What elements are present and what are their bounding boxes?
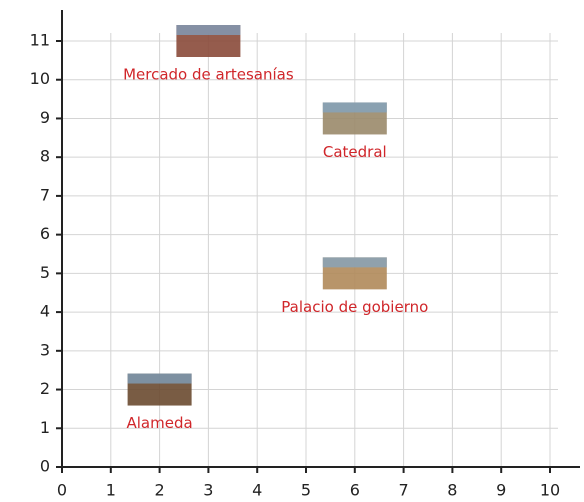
x-tick-label: 0 xyxy=(57,481,67,500)
y-tick-label: 10 xyxy=(30,69,50,88)
y-tick-label: 9 xyxy=(40,108,50,127)
y-tick-label: 3 xyxy=(40,340,50,359)
point-label: Palacio de gobierno xyxy=(281,298,428,316)
y-tick-label: 4 xyxy=(40,302,50,321)
y-tick-label: 0 xyxy=(40,457,50,476)
point-label: Mercado de artesanías xyxy=(123,66,294,84)
x-tick-label: 1 xyxy=(106,481,116,500)
y-tick-label: 6 xyxy=(40,224,50,243)
x-tick-label: 5 xyxy=(301,481,311,500)
x-tick-label: 7 xyxy=(399,481,409,500)
x-tick-label: 8 xyxy=(447,481,457,500)
y-tick-label: 5 xyxy=(40,263,50,282)
photo-sky xyxy=(176,25,241,35)
photo-sky xyxy=(322,257,387,268)
x-tick-label: 4 xyxy=(252,481,262,500)
x-tick-label: 9 xyxy=(496,481,506,500)
x-tick-label: 10 xyxy=(540,481,560,500)
x-tick-label: 2 xyxy=(155,481,165,500)
point-label: Catedral xyxy=(323,143,387,161)
y-tick-label: 11 xyxy=(30,31,50,50)
y-tick-label: 1 xyxy=(40,418,50,437)
x-tick-label: 3 xyxy=(203,481,213,500)
x-tick-label: 6 xyxy=(350,481,360,500)
y-tick-label: 8 xyxy=(40,147,50,166)
photo-sky xyxy=(322,102,387,113)
point-label: Alameda xyxy=(127,414,193,432)
y-tick-label: 7 xyxy=(40,185,50,204)
y-tick-label: 2 xyxy=(40,379,50,398)
photo-sky xyxy=(127,373,192,384)
